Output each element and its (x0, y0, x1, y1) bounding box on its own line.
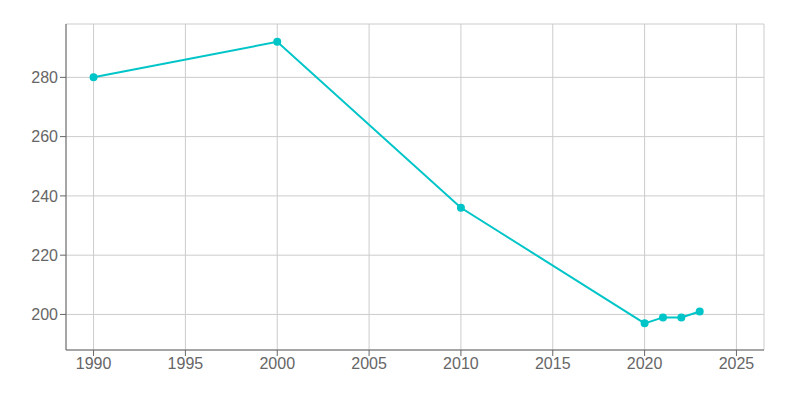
svg-text:1995: 1995 (168, 355, 204, 372)
svg-text:2010: 2010 (443, 355, 479, 372)
svg-text:1990: 1990 (76, 355, 112, 372)
svg-text:2020: 2020 (627, 355, 663, 372)
svg-text:2025: 2025 (719, 355, 755, 372)
svg-text:260: 260 (31, 128, 58, 145)
svg-text:2005: 2005 (351, 355, 387, 372)
svg-text:220: 220 (31, 247, 58, 264)
svg-text:2000: 2000 (259, 355, 295, 372)
svg-text:200: 200 (31, 306, 58, 323)
svg-text:2015: 2015 (535, 355, 571, 372)
svg-text:280: 280 (31, 69, 58, 86)
svg-text:240: 240 (31, 188, 58, 205)
